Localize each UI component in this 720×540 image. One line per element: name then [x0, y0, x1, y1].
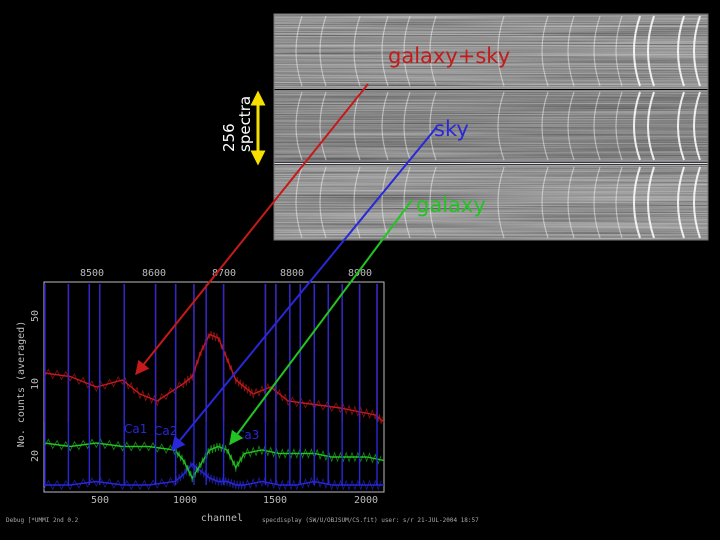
emission-arc — [541, 166, 549, 239]
x-tick-label: 1500 — [263, 495, 287, 506]
strip-galaxy — [274, 165, 708, 240]
emission-arc — [295, 91, 303, 161]
emission-arc — [497, 15, 505, 87]
emission-arc — [615, 166, 623, 239]
emission-arc — [429, 166, 437, 239]
left-axis: 50 10 20 No. counts (averaged) — [16, 310, 41, 462]
emission-arc — [647, 91, 655, 161]
emission-line-arcs — [295, 15, 701, 239]
emission-arc — [677, 91, 685, 161]
series-layer — [43, 284, 385, 491]
x-tick-label: 2000 — [354, 495, 378, 506]
emission-arc — [593, 91, 601, 161]
emission-arc — [567, 91, 575, 161]
arrow-sky — [171, 127, 437, 452]
top-axis: 8500 8600 8700 8800 8900 — [80, 268, 372, 279]
scale-label-unit: spectra — [236, 96, 254, 152]
top-tick-label: 8800 — [280, 268, 304, 279]
emission-arc — [295, 15, 303, 87]
emission-arc — [567, 15, 575, 87]
series-line-galaxy-sky — [43, 333, 385, 423]
emission-arc — [615, 91, 623, 161]
label-galaxy-sky: galaxy+sky — [388, 44, 510, 68]
emission-arc — [615, 15, 623, 87]
emission-arc — [647, 15, 655, 87]
line-label-ca2: Ca2 — [154, 424, 177, 438]
scale-indicator: 256 spectra — [220, 90, 266, 166]
footer-left: Debug [*UMMI 2nd 0.2 — [6, 517, 79, 524]
series-noise-galaxy — [43, 438, 382, 483]
line-label-ca1: Ca1 — [124, 422, 147, 436]
emission-arc — [677, 166, 685, 239]
x-axis-label: channel — [201, 513, 243, 524]
y-tick-label: 50 — [30, 310, 41, 322]
emission-arc — [633, 166, 641, 239]
emission-arc — [319, 166, 327, 239]
emission-arc — [381, 91, 389, 161]
strip-galaxy-sky — [274, 14, 708, 88]
arrow-galaxy-sky — [135, 83, 369, 376]
emission-arc — [677, 15, 685, 87]
y-tick-label: 20 — [30, 450, 41, 462]
emission-arc — [541, 15, 549, 87]
emission-arc — [353, 166, 361, 239]
emission-arc — [381, 15, 389, 87]
series-noise-sky — [43, 460, 382, 491]
footer-right: specdisplay (SW/U/OBJSUM/CS.fit) user: s… — [262, 517, 479, 524]
top-tick-label: 8600 — [142, 268, 166, 279]
spectrum-image-panel — [273, 13, 709, 241]
emission-arc — [693, 15, 701, 87]
series-line-galaxy — [43, 442, 385, 480]
x-tick-label: 500 — [91, 495, 109, 506]
emission-arc — [403, 91, 411, 161]
strip-sky — [274, 90, 708, 162]
emission-arc — [593, 166, 601, 239]
emission-arc — [633, 15, 641, 87]
bottom-axis: 500 1000 1500 2000 channel — [91, 495, 378, 524]
image-frame — [273, 13, 709, 241]
top-tick-label: 8900 — [348, 268, 372, 279]
label-sky: sky — [434, 117, 469, 141]
y-axis-label: No. counts (averaged) — [16, 321, 27, 447]
emission-arc — [647, 166, 655, 239]
emission-arc — [403, 15, 411, 87]
emission-arc — [429, 15, 437, 87]
emission-arc — [633, 91, 641, 161]
emission-arc — [693, 166, 701, 239]
series-noise-galaxy-sky — [43, 330, 383, 424]
top-tick-label: 8700 — [212, 268, 236, 279]
label-galaxy: galaxy — [416, 193, 486, 217]
emission-arc — [319, 91, 327, 161]
emission-arc — [497, 91, 505, 161]
emission-arc — [353, 91, 361, 161]
emission-arc — [295, 166, 303, 239]
plot-frame — [43, 281, 385, 493]
x-tick-label: 1000 — [173, 495, 197, 506]
y-tick-label: 10 — [30, 378, 41, 390]
emission-arc — [353, 15, 361, 87]
emission-arc — [319, 15, 327, 87]
emission-arc — [593, 15, 601, 87]
emission-arc — [693, 91, 701, 161]
series-line-sky — [44, 463, 384, 486]
scale-label-count: 256 — [220, 123, 238, 152]
emission-arc — [497, 166, 505, 239]
emission-arc — [381, 166, 389, 239]
spectrum-plot: 8500 8600 8700 8800 8900 50 10 20 No. co… — [6, 268, 479, 524]
top-tick-label: 8500 — [80, 268, 104, 279]
arrow-galaxy — [229, 199, 413, 446]
emission-arc — [429, 91, 437, 161]
emission-arc — [541, 91, 549, 161]
emission-arc — [567, 166, 575, 239]
emission-arc — [403, 166, 411, 239]
